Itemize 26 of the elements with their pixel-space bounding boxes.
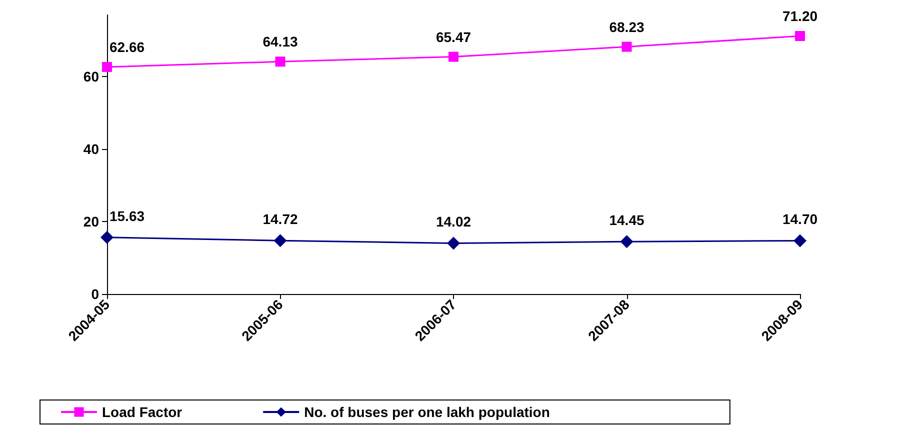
data-label: 65.47: [436, 28, 472, 45]
data-label: 14.45: [609, 212, 644, 228]
data-label: 14.72: [262, 211, 298, 228]
point: [102, 62, 112, 72]
legend-label: Load Factor: [102, 404, 183, 420]
y-tick-label: 40: [83, 141, 100, 158]
data-label: 15.63: [109, 208, 145, 224]
y-tick-label: 0: [91, 286, 100, 302]
y-tick-label: 60: [83, 68, 100, 85]
data-label: 64.13: [262, 34, 298, 50]
y-tick-label: 20: [83, 214, 100, 230]
data-label: 71.20: [782, 8, 818, 24]
point: [100, 230, 114, 244]
point: [794, 234, 806, 248]
data-label: 14.70: [782, 211, 818, 228]
point: [447, 236, 460, 250]
point: [795, 31, 805, 42]
legend-label: No. of buses per one lakh population: [304, 404, 550, 420]
point: [448, 52, 458, 62]
point: [274, 234, 287, 248]
point: [275, 56, 286, 67]
data-label: 68.23: [609, 18, 644, 35]
point: [622, 42, 632, 52]
data-label: 62.66: [109, 38, 145, 55]
point: [620, 235, 634, 248]
data-label: 14.02: [436, 214, 472, 230]
